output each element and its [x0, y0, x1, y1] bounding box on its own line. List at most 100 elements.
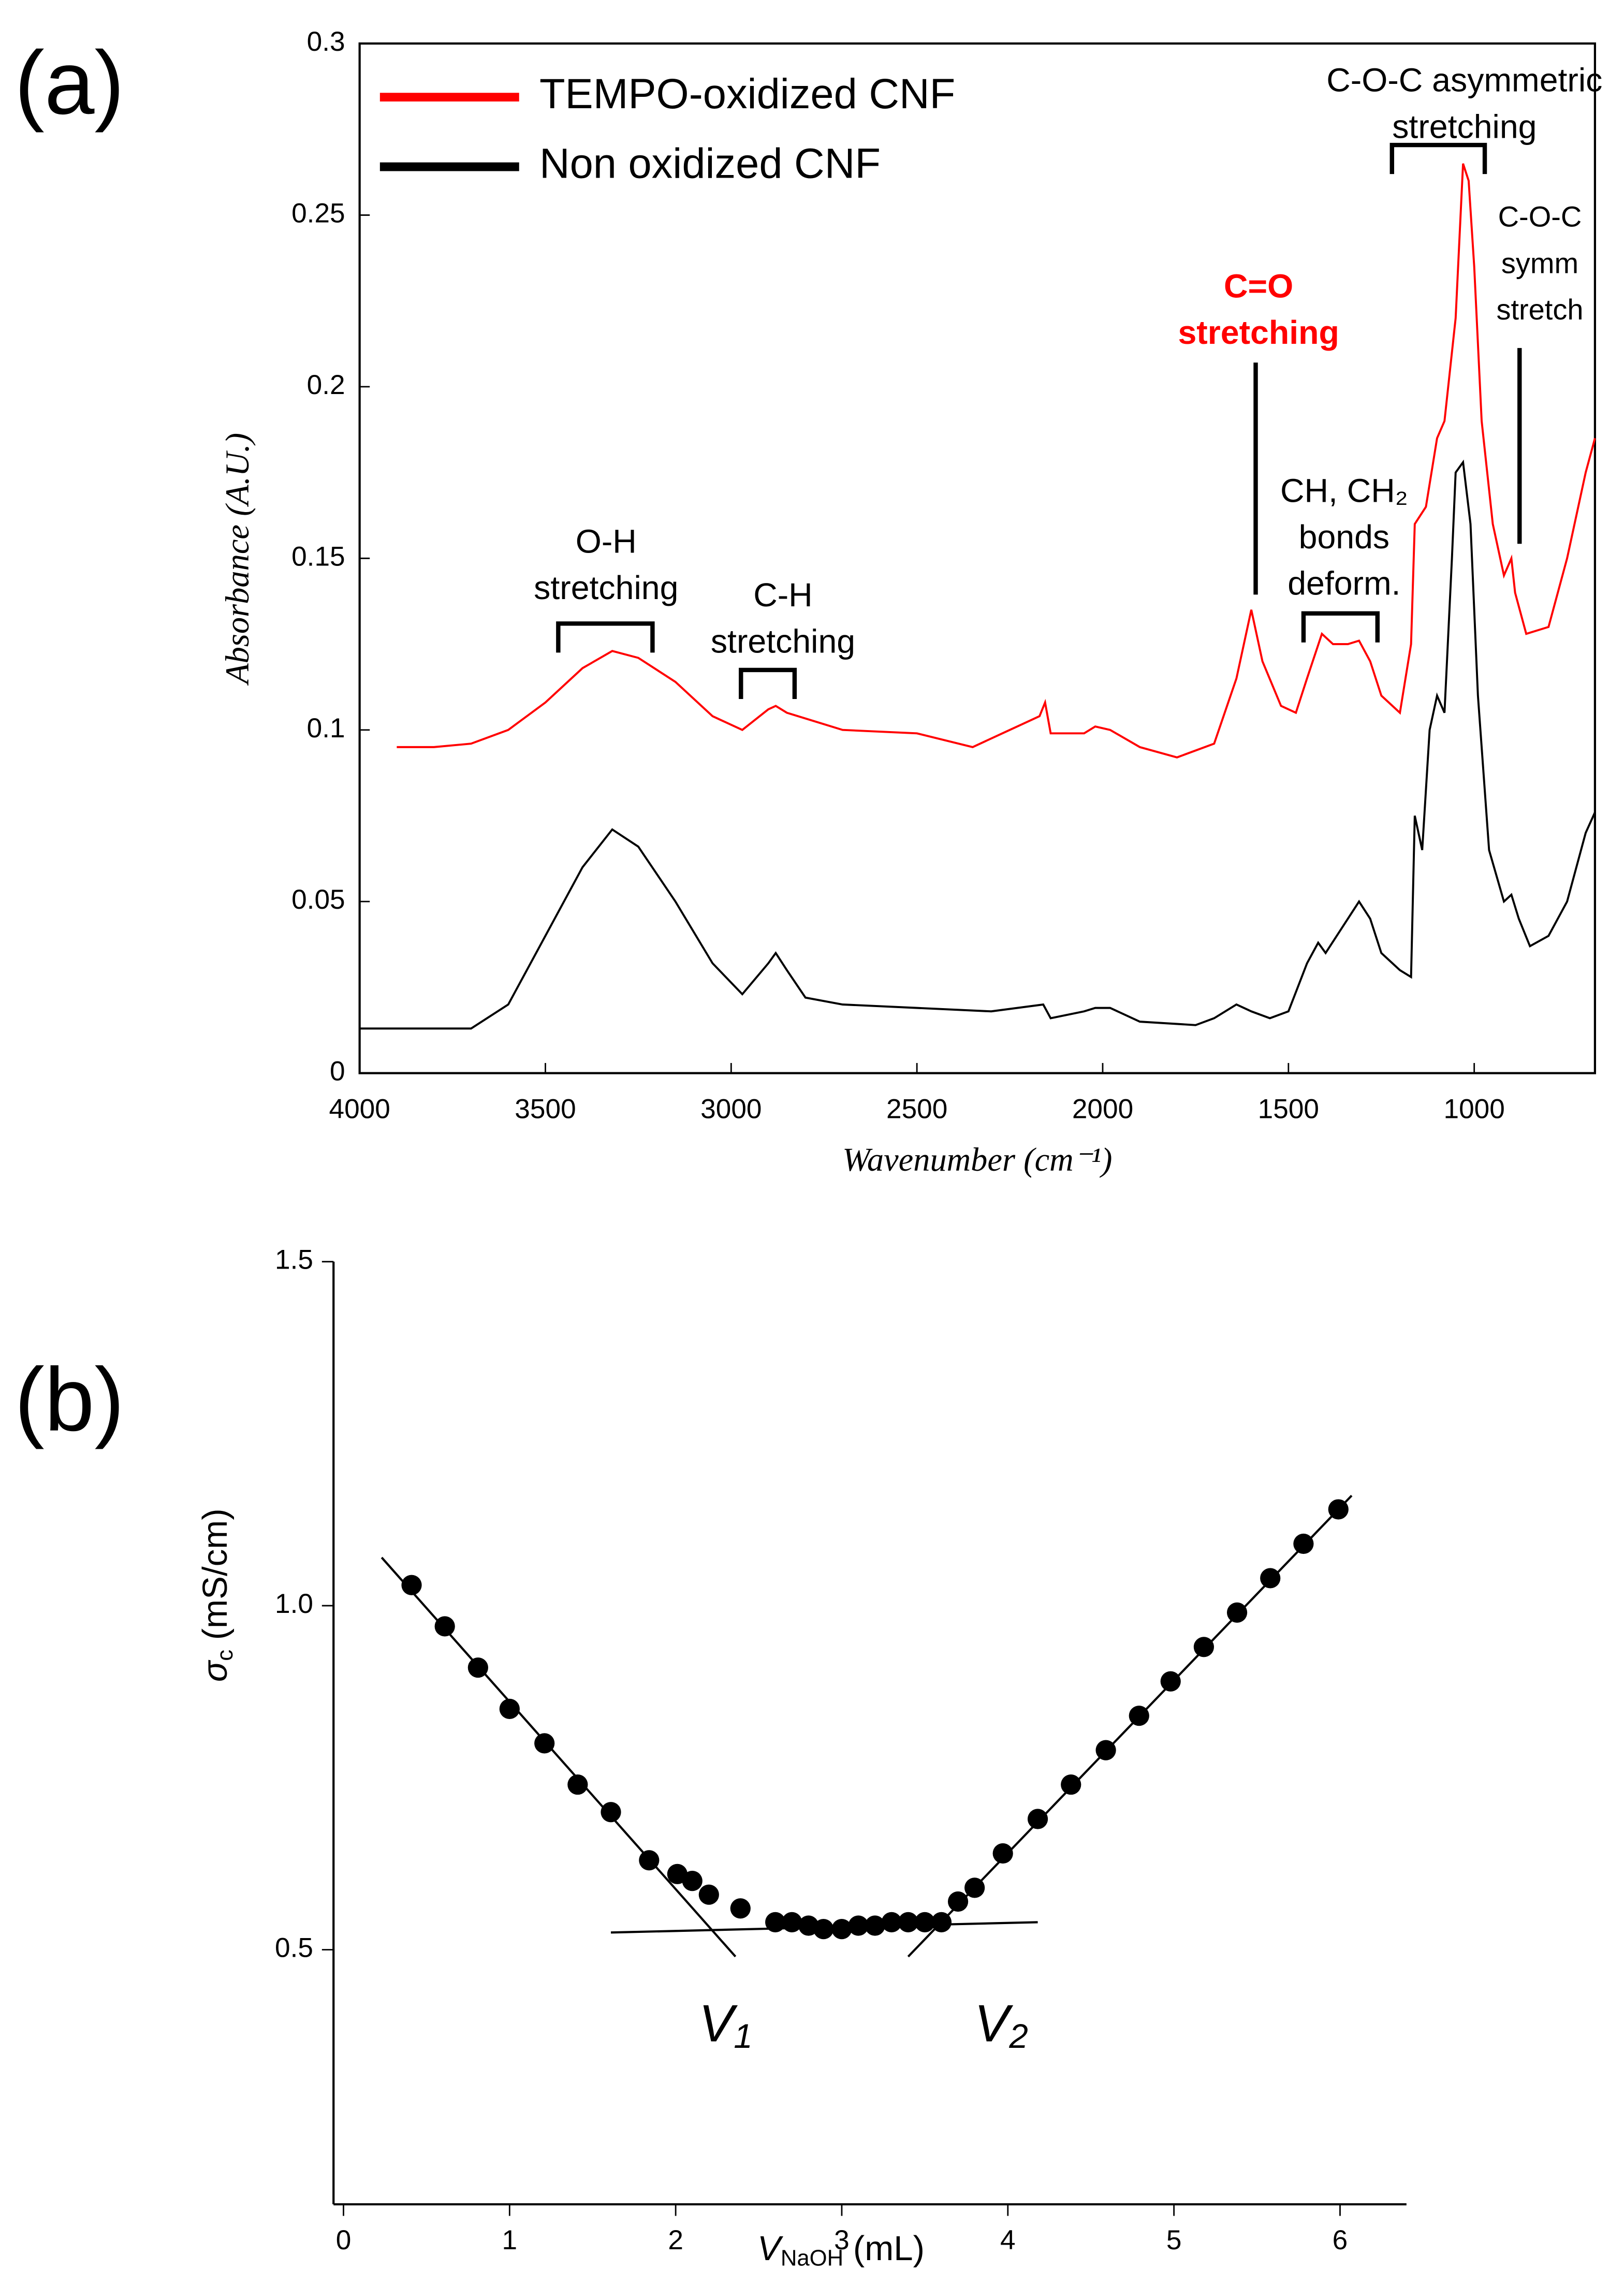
data-point: [1328, 1499, 1349, 1520]
data-point: [865, 1915, 885, 1936]
y-tick-label: 0.5: [275, 1933, 313, 1963]
x-axis-label: Wavenumber (cm⁻¹): [842, 1141, 1112, 1178]
annotation-text: stretch: [1496, 293, 1583, 326]
data-point: [467, 1657, 488, 1678]
x-tick-label: 5: [1166, 2225, 1182, 2255]
data-point: [1095, 1740, 1116, 1760]
x-axis-label-main: V: [757, 2229, 784, 2268]
annotation-text: stretching: [1392, 108, 1537, 145]
data-point: [698, 1884, 719, 1905]
intersection-label-main: V: [699, 1995, 738, 2052]
panel-label: (b): [14, 1349, 124, 1450]
annotation-bracket: [1389, 142, 1487, 174]
x-tick-label: 3000: [700, 1094, 762, 1124]
fit-line: [381, 1556, 737, 1958]
data-point: [499, 1698, 520, 1720]
y-tick-label: 1.0: [275, 1589, 313, 1619]
x-tick-label: 1000: [1443, 1094, 1504, 1124]
data-point: [881, 1912, 902, 1932]
data-point: [947, 1891, 969, 1912]
y-tick-label: 0.15: [291, 541, 345, 572]
y-axis-label-rest: (mS/cm): [196, 1508, 235, 1650]
x-tick-label: 1: [502, 2225, 518, 2255]
annotation-text: stretching: [1178, 314, 1339, 351]
data-point: [765, 1912, 786, 1932]
data-point: [914, 1912, 935, 1932]
data-point: [1061, 1774, 1081, 1795]
data-point: [601, 1802, 621, 1823]
data-point: [1193, 1637, 1215, 1657]
annotation-text: bonds: [1299, 518, 1389, 556]
intersection-label-main: V: [974, 1995, 1014, 2052]
x-tick-label: 3: [834, 2225, 850, 2255]
plot-frame: [358, 42, 1597, 1074]
legend-label: Non oxidized CNF: [539, 140, 881, 187]
x-tick-label: 0: [336, 2225, 352, 2255]
data-point: [1129, 1706, 1149, 1726]
intersection-label-sub: 2: [1008, 2017, 1028, 2055]
data-point: [682, 1871, 703, 1891]
x-tick-label: 4: [1000, 2225, 1016, 2255]
y-axis-label: Absorbance (A.U.): [219, 433, 256, 686]
data-point: [1293, 1533, 1314, 1554]
x-tick-label: 6: [1333, 2225, 1348, 2255]
annotation-text: stretching: [711, 623, 855, 660]
legend-label: TEMPO-oxidized CNF: [539, 70, 955, 118]
panel-label: (a): [14, 33, 124, 133]
data-point: [534, 1733, 555, 1754]
x-tick-label: 2: [668, 2225, 683, 2255]
spectrum-line: [397, 163, 1596, 759]
x-axis-label: VNaOH (mL): [757, 2229, 925, 2271]
spectrum-line: [359, 459, 1596, 1030]
x-tick-label: 2500: [886, 1094, 947, 1124]
annotation-text: symm: [1501, 246, 1578, 279]
annotation-text: stretching: [534, 569, 678, 606]
intersection-label-sub: 1: [734, 2017, 752, 2055]
annotation-bracket: [1301, 611, 1380, 643]
data-point: [639, 1850, 660, 1871]
y-tick-label: 0.3: [307, 26, 345, 57]
annotation-bracket: [739, 667, 797, 699]
y-tick-label: 0.25: [291, 198, 345, 229]
y-axis-label-sub: c: [212, 1650, 238, 1661]
annotation-text: C-O-C: [1498, 200, 1582, 233]
y-tick-label: 0.2: [307, 370, 345, 400]
data-point: [1226, 1602, 1248, 1623]
y-axis-label: σc (mS/cm): [196, 1508, 238, 1682]
annotation-bracket: [556, 621, 655, 653]
annotation-text: C=O: [1224, 267, 1293, 304]
annotation-text: C-O-C asymmetric: [1326, 62, 1602, 99]
data-point: [964, 1877, 985, 1898]
data-point: [1027, 1809, 1048, 1829]
annotation-text: O-H: [576, 522, 637, 560]
annotation-text: deform.: [1288, 565, 1400, 602]
data-point: [1160, 1671, 1181, 1692]
annotation-text: C-H: [753, 576, 812, 614]
y-axis-label-main: σ: [196, 1659, 235, 1682]
x-axis-label-sub: NaOH: [781, 2245, 843, 2270]
y-tick-label: 0.1: [307, 713, 345, 744]
x-tick-label: 3500: [515, 1094, 576, 1124]
data-point: [831, 1919, 852, 1940]
intersection-label: V2: [974, 1995, 1028, 2055]
x-axis-label-rest: (mL): [843, 2229, 925, 2268]
data-point: [931, 1912, 952, 1932]
data-point: [782, 1912, 802, 1932]
y-tick-label: 0: [330, 1056, 345, 1087]
annotation-text: CH, CH₂: [1280, 472, 1408, 509]
data-point: [730, 1898, 751, 1919]
data-point: [813, 1919, 834, 1940]
data-point: [1260, 1568, 1281, 1589]
x-tick-label: 4000: [329, 1094, 390, 1124]
intersection-label: V1: [699, 1995, 753, 2055]
x-tick-label: 1500: [1258, 1094, 1319, 1124]
data-point: [848, 1915, 869, 1936]
data-point: [898, 1912, 918, 1932]
data-point: [567, 1774, 588, 1795]
y-tick-label: 0.05: [291, 884, 345, 915]
data-point: [401, 1575, 422, 1595]
x-tick-label: 2000: [1072, 1094, 1133, 1124]
data-point: [992, 1843, 1013, 1864]
